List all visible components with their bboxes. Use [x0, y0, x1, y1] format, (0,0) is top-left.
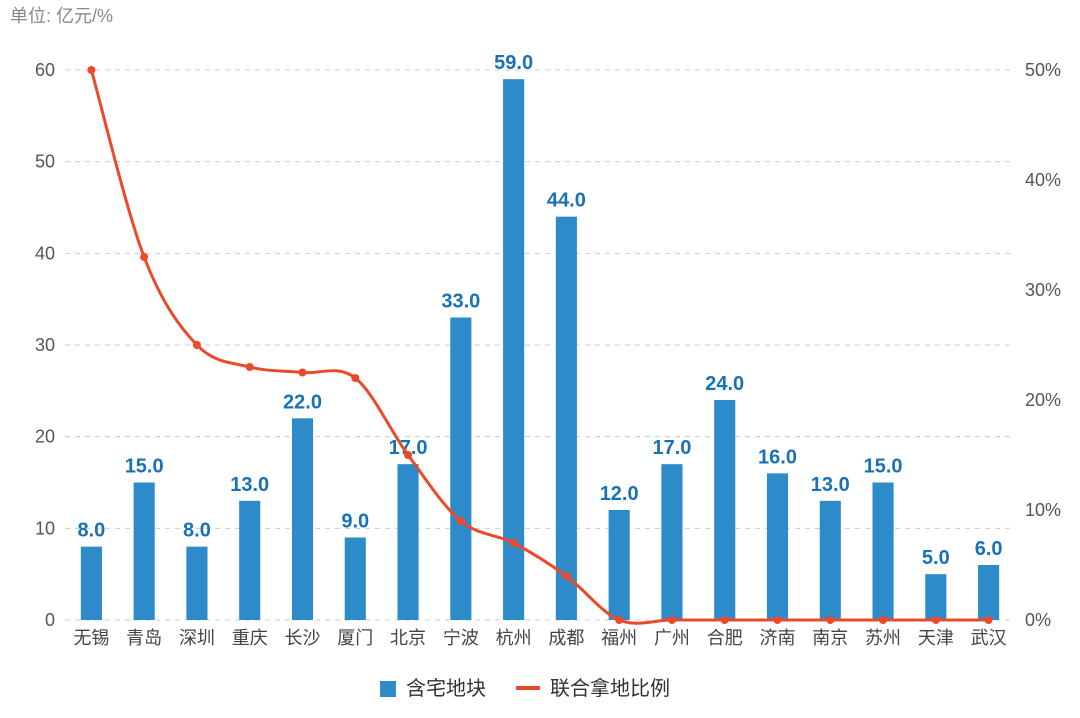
- y-left-tick-label: 0: [45, 610, 55, 630]
- bar-value-label: 16.0: [758, 446, 797, 468]
- x-category-label: 天津: [918, 628, 954, 648]
- bar-value-label: 44.0: [547, 190, 586, 212]
- bar-value-label: 15.0: [864, 456, 903, 478]
- bar-value-label: 33.0: [441, 291, 480, 313]
- line-marker: [774, 616, 782, 624]
- bar: [714, 400, 735, 620]
- bar-value-label: 24.0: [705, 373, 744, 395]
- bar: [450, 318, 471, 621]
- bar: [609, 510, 630, 620]
- bar-value-label: 15.0: [125, 456, 164, 478]
- line-marker: [721, 616, 729, 624]
- x-category-label: 北京: [390, 628, 426, 648]
- bar: [661, 464, 682, 620]
- unit-label: 单位: 亿元/%: [10, 6, 113, 26]
- line-marker: [879, 616, 887, 624]
- x-category-label: 深圳: [179, 628, 215, 648]
- y-left-tick-label: 30: [35, 335, 55, 355]
- legend-label-line: 联合拿地比例: [550, 676, 670, 700]
- y-left-tick-label: 10: [35, 518, 55, 538]
- x-category-label: 合肥: [707, 628, 743, 648]
- line-marker: [351, 374, 359, 382]
- bar-value-label: 8.0: [183, 520, 211, 542]
- y-right-tick-label: 10%: [1025, 500, 1061, 520]
- x-category-label: 无锡: [73, 628, 109, 648]
- bar-value-label: 22.0: [283, 391, 322, 413]
- bar: [978, 565, 999, 620]
- line-marker: [404, 451, 412, 459]
- x-category-label: 成都: [548, 628, 584, 648]
- line-marker: [87, 66, 95, 74]
- bar: [81, 547, 102, 620]
- x-category-label: 长沙: [285, 628, 321, 648]
- x-category-label: 广州: [654, 628, 690, 648]
- bar: [398, 464, 419, 620]
- bar-value-label: 6.0: [975, 538, 1003, 560]
- line-marker: [932, 616, 940, 624]
- bar-value-label: 8.0: [77, 520, 105, 542]
- line-marker: [985, 616, 993, 624]
- legend-label-bar: 含宅地块: [406, 677, 486, 700]
- bar: [820, 501, 841, 620]
- line-marker: [615, 616, 623, 624]
- bar: [767, 473, 788, 620]
- chart-svg: 0 10 20 30 40 50 60 0% 10% 20% 30% 40% 50% 单位: 亿元/% 8.…: [0, 0, 1080, 718]
- bar-value-label: 13.0: [230, 474, 269, 496]
- bar-value-label: 13.0: [811, 474, 850, 496]
- bar-value-label: 17.0: [652, 437, 691, 459]
- bar: [873, 483, 894, 621]
- line-marker: [826, 616, 834, 624]
- line-marker: [510, 539, 518, 547]
- line-marker: [299, 369, 307, 377]
- x-category-label: 青岛: [126, 628, 162, 648]
- x-category-label: 福州: [601, 628, 637, 648]
- x-category-label: 苏州: [865, 628, 901, 648]
- bar-value-label: 59.0: [494, 52, 533, 74]
- x-category-label: 厦门: [337, 628, 373, 648]
- bar: [134, 483, 155, 621]
- y-right-tick-label: 50%: [1025, 60, 1061, 80]
- bar: [345, 538, 366, 621]
- x-category-label: 济南: [760, 628, 796, 648]
- y-right-tick-label: 40%: [1025, 170, 1061, 190]
- bar: [556, 217, 577, 620]
- line-series: [91, 70, 988, 623]
- y-left-tick-label: 40: [35, 243, 55, 263]
- bar-value-label: 9.0: [341, 511, 369, 533]
- y-right-tick-label: 30%: [1025, 280, 1061, 300]
- line-marker: [246, 363, 254, 371]
- bar: [292, 418, 313, 620]
- line-marker: [562, 572, 570, 580]
- y-left-tick-label: 50: [35, 152, 55, 172]
- bar: [239, 501, 260, 620]
- bar: [925, 574, 946, 620]
- x-category-label: 宁波: [443, 628, 479, 648]
- combo-chart: 0 10 20 30 40 50 60 0% 10% 20% 30% 40% 50% 单位: 亿元/% 8.…: [0, 0, 1080, 718]
- x-category-label: 南京: [812, 628, 848, 648]
- bar-value-label: 5.0: [922, 547, 950, 569]
- line-marker: [457, 517, 465, 525]
- line-marker: [193, 341, 201, 349]
- x-category-label: 重庆: [232, 628, 268, 648]
- bar: [186, 547, 207, 620]
- y-right-tick-label: 0%: [1025, 610, 1051, 630]
- line-marker: [668, 616, 676, 624]
- y-left-tick-label: 60: [35, 60, 55, 80]
- bar-value-label: 12.0: [600, 483, 639, 505]
- line-marker: [140, 253, 148, 261]
- x-category-label: 武汉: [971, 628, 1007, 648]
- y-left-tick-label: 20: [35, 427, 55, 447]
- legend-swatch-bar: [380, 681, 396, 697]
- x-category-label: 杭州: [496, 628, 532, 648]
- y-right-tick-label: 20%: [1025, 390, 1061, 410]
